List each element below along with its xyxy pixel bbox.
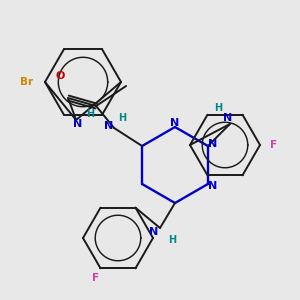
- Text: N: N: [208, 181, 218, 191]
- Text: N: N: [74, 119, 83, 129]
- Text: F: F: [92, 273, 99, 283]
- Text: N: N: [223, 113, 232, 123]
- Text: H: H: [214, 103, 222, 113]
- Text: Br: Br: [20, 77, 33, 87]
- Text: F: F: [270, 140, 277, 150]
- Text: O: O: [56, 71, 65, 81]
- Text: N: N: [104, 121, 114, 131]
- Text: H: H: [86, 109, 94, 119]
- Text: H: H: [118, 113, 126, 123]
- Text: H: H: [168, 235, 176, 245]
- Text: N: N: [208, 139, 218, 149]
- Text: N: N: [149, 227, 159, 237]
- Text: N: N: [170, 118, 180, 128]
